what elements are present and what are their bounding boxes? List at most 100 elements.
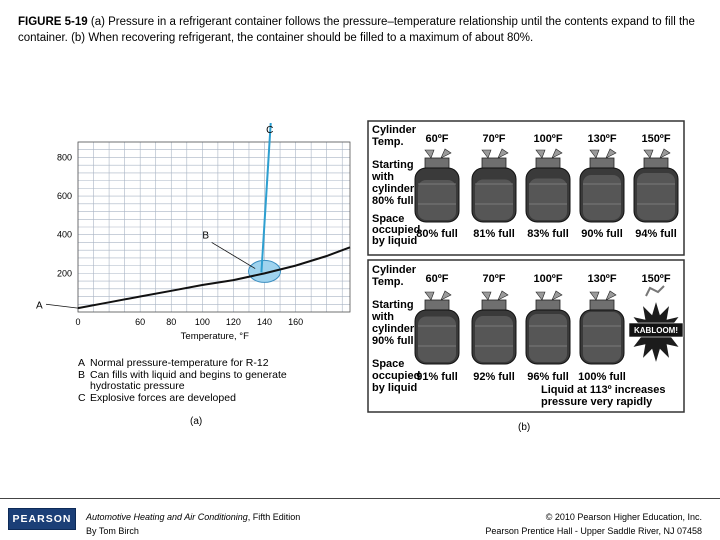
bottom-fill-value: 91% full [416,371,458,383]
top-cylinder [414,148,460,223]
x-axis-label: Temperature, °F [181,331,249,342]
cylinder-valve-handles [424,148,452,159]
x-tick-label: 160 [288,317,303,327]
cylinder-valve-handles [589,148,617,159]
book-edition: , Fifth Edition [247,512,301,522]
bottom-temp-label: 70ºF [483,273,506,285]
top-header-line: Cylinder [372,124,417,136]
top-cylinder [579,148,625,223]
cylinder-valve-handles [481,148,509,159]
bottom-start-line: Starting [372,299,414,311]
bottom-temp-label: 60ºF [426,273,449,285]
footer-copyright: © 2010 Pearson Higher Education, Inc. Pe… [485,510,702,538]
book-title: Automotive Heating and Air Conditioning [86,512,248,522]
cylinder-liquid [529,178,567,220]
top-temp-label: 130ºF [587,133,616,145]
bottom-occupied-line: occupied [372,370,420,382]
cylinder-valve-collar [424,299,450,312]
chart-grid [77,141,350,313]
bottom-fill-value: 96% full [527,371,569,383]
publisher-line: Pearson Prentice Hall - Upper Saddle Riv… [485,526,702,536]
y-tick-label: 400 [57,230,72,240]
cylinder-valve-handles [643,148,671,159]
bottom-warning-line: Liquid at 113º increases [541,384,665,396]
top-start-line: Starting [372,159,414,171]
top-temp-label: 60ºF [426,133,449,145]
top-fill-value: 81% full [473,228,515,240]
explosion-burst: KABLOOM! [628,285,684,362]
bottom-temp-label: 130ºF [587,273,616,285]
bottom-cylinder [579,290,625,365]
caption-text: (a) Pressure in a refrigerant container … [18,16,695,44]
marker-label-c: C [266,125,273,136]
cylinder-liquid [529,314,567,362]
top-occupied-line: Space [372,213,404,225]
legend-row-c: C Explosive forces are developed [78,391,236,404]
footer-divider [0,498,720,499]
cylinder-valve-collar [535,299,561,312]
cylinder-valve-handles [424,290,452,301]
top-temp-label: 70ºF [483,133,506,145]
cylinder-liquid [637,173,675,220]
bottom-cylinder [414,290,460,365]
marker-label-a: A [36,300,43,311]
pressure-temperature-chart: 200 400 600 800 0 60 80 100 120 140 160 Temperature… [36,122,351,342]
bottom-fill-value: 100% full [578,371,626,383]
bottom-header-line: Cylinder [372,264,417,276]
bottom-warning-line: pressure very rapidly [541,396,653,408]
y-tick-label: 800 [57,152,72,162]
top-cylinder [471,148,517,223]
cylinder-valve-collar [589,157,615,170]
top-fill-value: 83% full [527,228,569,240]
bottom-start-line: with [371,311,394,323]
top-fill-value: 80% full [416,228,458,240]
cylinder-valve-handles [535,290,563,301]
bottom-start-line: cylinder [372,323,415,335]
top-start-line: 80% full [372,195,414,207]
top-header-line: Temp. [372,136,404,148]
x-tick-label: 80 [166,317,176,327]
cylinder-valve-collar [481,299,507,312]
footer-title-line: Automotive Heating and Air Conditioning,… [86,510,300,524]
top-cylinder [633,148,679,223]
top-temp-label: 150ºF [641,133,670,145]
top-fill-value: 90% full [581,228,623,240]
cylinder-valve-handles [589,290,617,301]
cylinder-liquid [475,179,513,220]
top-start-line: cylinder [372,183,415,195]
footer-book-info: Automotive Heating and Air Conditioning,… [86,510,300,538]
explosion-label-bg [628,322,684,338]
bottom-start-line: 90% full [372,335,414,347]
x-tick-label: 120 [226,317,241,327]
pearson-logo: PEARSON [8,508,76,530]
flying-valve-icon [645,285,665,297]
cylinder-valve-collar [589,299,615,312]
cylinder-valve-collar [643,157,669,170]
cylinder-liquid [418,180,456,220]
top-occupied-line: occupied [372,224,420,236]
bottom-cylinder [471,290,517,365]
y-tick-label: 200 [57,268,72,278]
figure-caption: FIGURE 5-19 (a) Pressure in a refrigeran… [18,14,708,46]
cylinder-liquid [418,316,456,362]
legend-row-b2: hydrostatic pressure [90,380,185,392]
hydrostatic-spike [260,122,272,273]
explosion-label: KABLOOM! [634,326,678,335]
panel-label-b: (b) [518,422,531,433]
legend-row-b: B Can fills with liquid and begins to gen… [78,368,287,381]
figure-label: FIGURE 5-19 [18,16,88,28]
x-tick-label: 140 [257,317,272,327]
cylinder-liquid [583,312,621,362]
bottom-fill-value: 92% full [473,371,515,383]
top-start-line: with [371,171,394,183]
y-tick-label: 600 [57,191,72,201]
leader-a [45,303,79,309]
cylinder-valve-collar [424,157,450,170]
cylinder-valve-handles [481,290,509,301]
panel-label-a: (a) [190,416,203,427]
x-tick-label: 100 [195,317,210,327]
copyright-line: © 2010 Pearson Higher Education, Inc. [545,512,702,522]
book-author: By Tom Birch [86,526,139,536]
legend-row-a: A Normal pressure-temperature for R-12 [78,357,269,369]
